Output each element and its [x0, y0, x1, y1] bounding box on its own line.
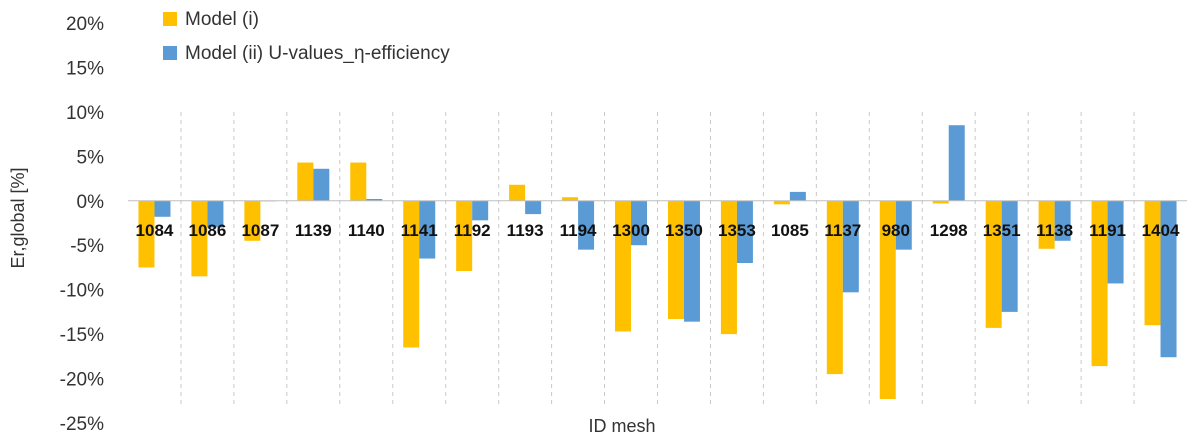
category-label: 1139 — [295, 221, 332, 240]
legend-swatch — [163, 46, 177, 60]
y-tick-label: 10% — [66, 103, 104, 124]
y-tick-label: -15% — [60, 325, 104, 346]
bar-model-i — [879, 200, 896, 399]
bar-model-i — [562, 197, 579, 201]
bar-model-i — [985, 200, 1002, 328]
category-label: 1084 — [136, 221, 174, 240]
bar-model-ii — [789, 191, 806, 201]
bar-model-i — [456, 200, 473, 271]
category-label: 1300 — [612, 221, 650, 240]
y-tick-label: 15% — [66, 58, 104, 79]
y-tick-label: -5% — [70, 236, 104, 257]
bar-model-ii — [1001, 200, 1018, 312]
category-label: 1087 — [241, 221, 279, 240]
bar-model-ii — [207, 200, 224, 228]
bar-model-i — [1091, 200, 1108, 367]
category-label: 1137 — [824, 221, 861, 240]
legend-label: Model (ii) U-values_η-efficiency — [185, 43, 450, 64]
bar-model-i — [191, 200, 208, 277]
category-label: 1353 — [718, 221, 756, 240]
bar-model-ii — [525, 200, 542, 215]
category-label: 1191 — [1089, 221, 1126, 240]
category-label: 1138 — [1036, 221, 1073, 240]
bar-model-i — [932, 200, 949, 204]
bar-model-ii — [631, 200, 648, 246]
category-label: 1194 — [560, 221, 597, 240]
bar-model-ii — [842, 200, 859, 293]
bar-model-i — [1144, 200, 1161, 326]
bar-model-ii — [895, 200, 912, 250]
bar-model-ii — [313, 168, 330, 201]
category-label: 1141 — [401, 221, 438, 240]
y-tick-label: 5% — [77, 147, 105, 168]
bar-model-i — [297, 162, 314, 201]
y-tick-label: -10% — [60, 281, 104, 302]
legend-swatch — [163, 12, 177, 26]
bar-model-i — [350, 162, 367, 201]
category-label: 1192 — [454, 221, 491, 240]
bar-model-i — [615, 200, 632, 332]
bar-model-ii — [683, 200, 700, 322]
y-axis-ticks: 20% 15% 10% 5% 0% -5% -10% -15% -20% -25% — [60, 14, 104, 435]
category-label: 1404 — [1142, 221, 1180, 240]
category-label: 1298 — [930, 221, 968, 240]
x-axis-title: ID mesh — [588, 416, 655, 436]
bar-model-i — [1038, 200, 1055, 249]
bar-model-ii — [1107, 200, 1124, 284]
bar-model-i — [403, 200, 420, 348]
category-label: 1351 — [983, 221, 1021, 240]
bar-model-ii — [366, 199, 383, 201]
bar-model-ii — [1160, 200, 1177, 358]
grid-lines — [180, 112, 1135, 408]
category-label: 1193 — [507, 221, 544, 240]
bar-model-ii — [472, 200, 489, 221]
y-tick-label: 0% — [77, 192, 105, 213]
bar-model-i — [138, 200, 155, 268]
bar-model-ii — [1054, 200, 1071, 241]
bar-model-ii — [736, 200, 753, 263]
bar-model-i — [509, 184, 526, 201]
y-tick-label: -25% — [60, 414, 104, 435]
y-tick-label: -20% — [60, 370, 104, 391]
y-axis-title: Er,global [%] — [8, 167, 28, 268]
bar-model-ii — [154, 200, 171, 217]
category-labels: 1084 1086 1087 1139 1140 1141 1192 1193 1194 1300… — [136, 221, 1180, 240]
category-label: 1085 — [771, 221, 809, 240]
legend-label: Model (i) — [185, 9, 259, 30]
category-label: 1350 — [665, 221, 703, 240]
category-label: 1140 — [348, 221, 385, 240]
bar-model-ii — [578, 200, 595, 250]
category-label: 980 — [882, 221, 910, 240]
category-label: 1086 — [189, 221, 227, 240]
bars — [138, 125, 1177, 399]
legend: Model (i) Model (ii) U-values_η-efficienc… — [163, 9, 450, 64]
bar-model-i — [720, 200, 737, 335]
bar-model-i — [244, 200, 261, 241]
bar-model-ii — [419, 200, 436, 259]
bar-model-ii — [948, 125, 965, 201]
bar-model-i — [773, 200, 790, 205]
bar-model-i — [667, 200, 684, 319]
y-tick-label: 20% — [66, 14, 104, 35]
bar-model-i — [826, 200, 843, 375]
